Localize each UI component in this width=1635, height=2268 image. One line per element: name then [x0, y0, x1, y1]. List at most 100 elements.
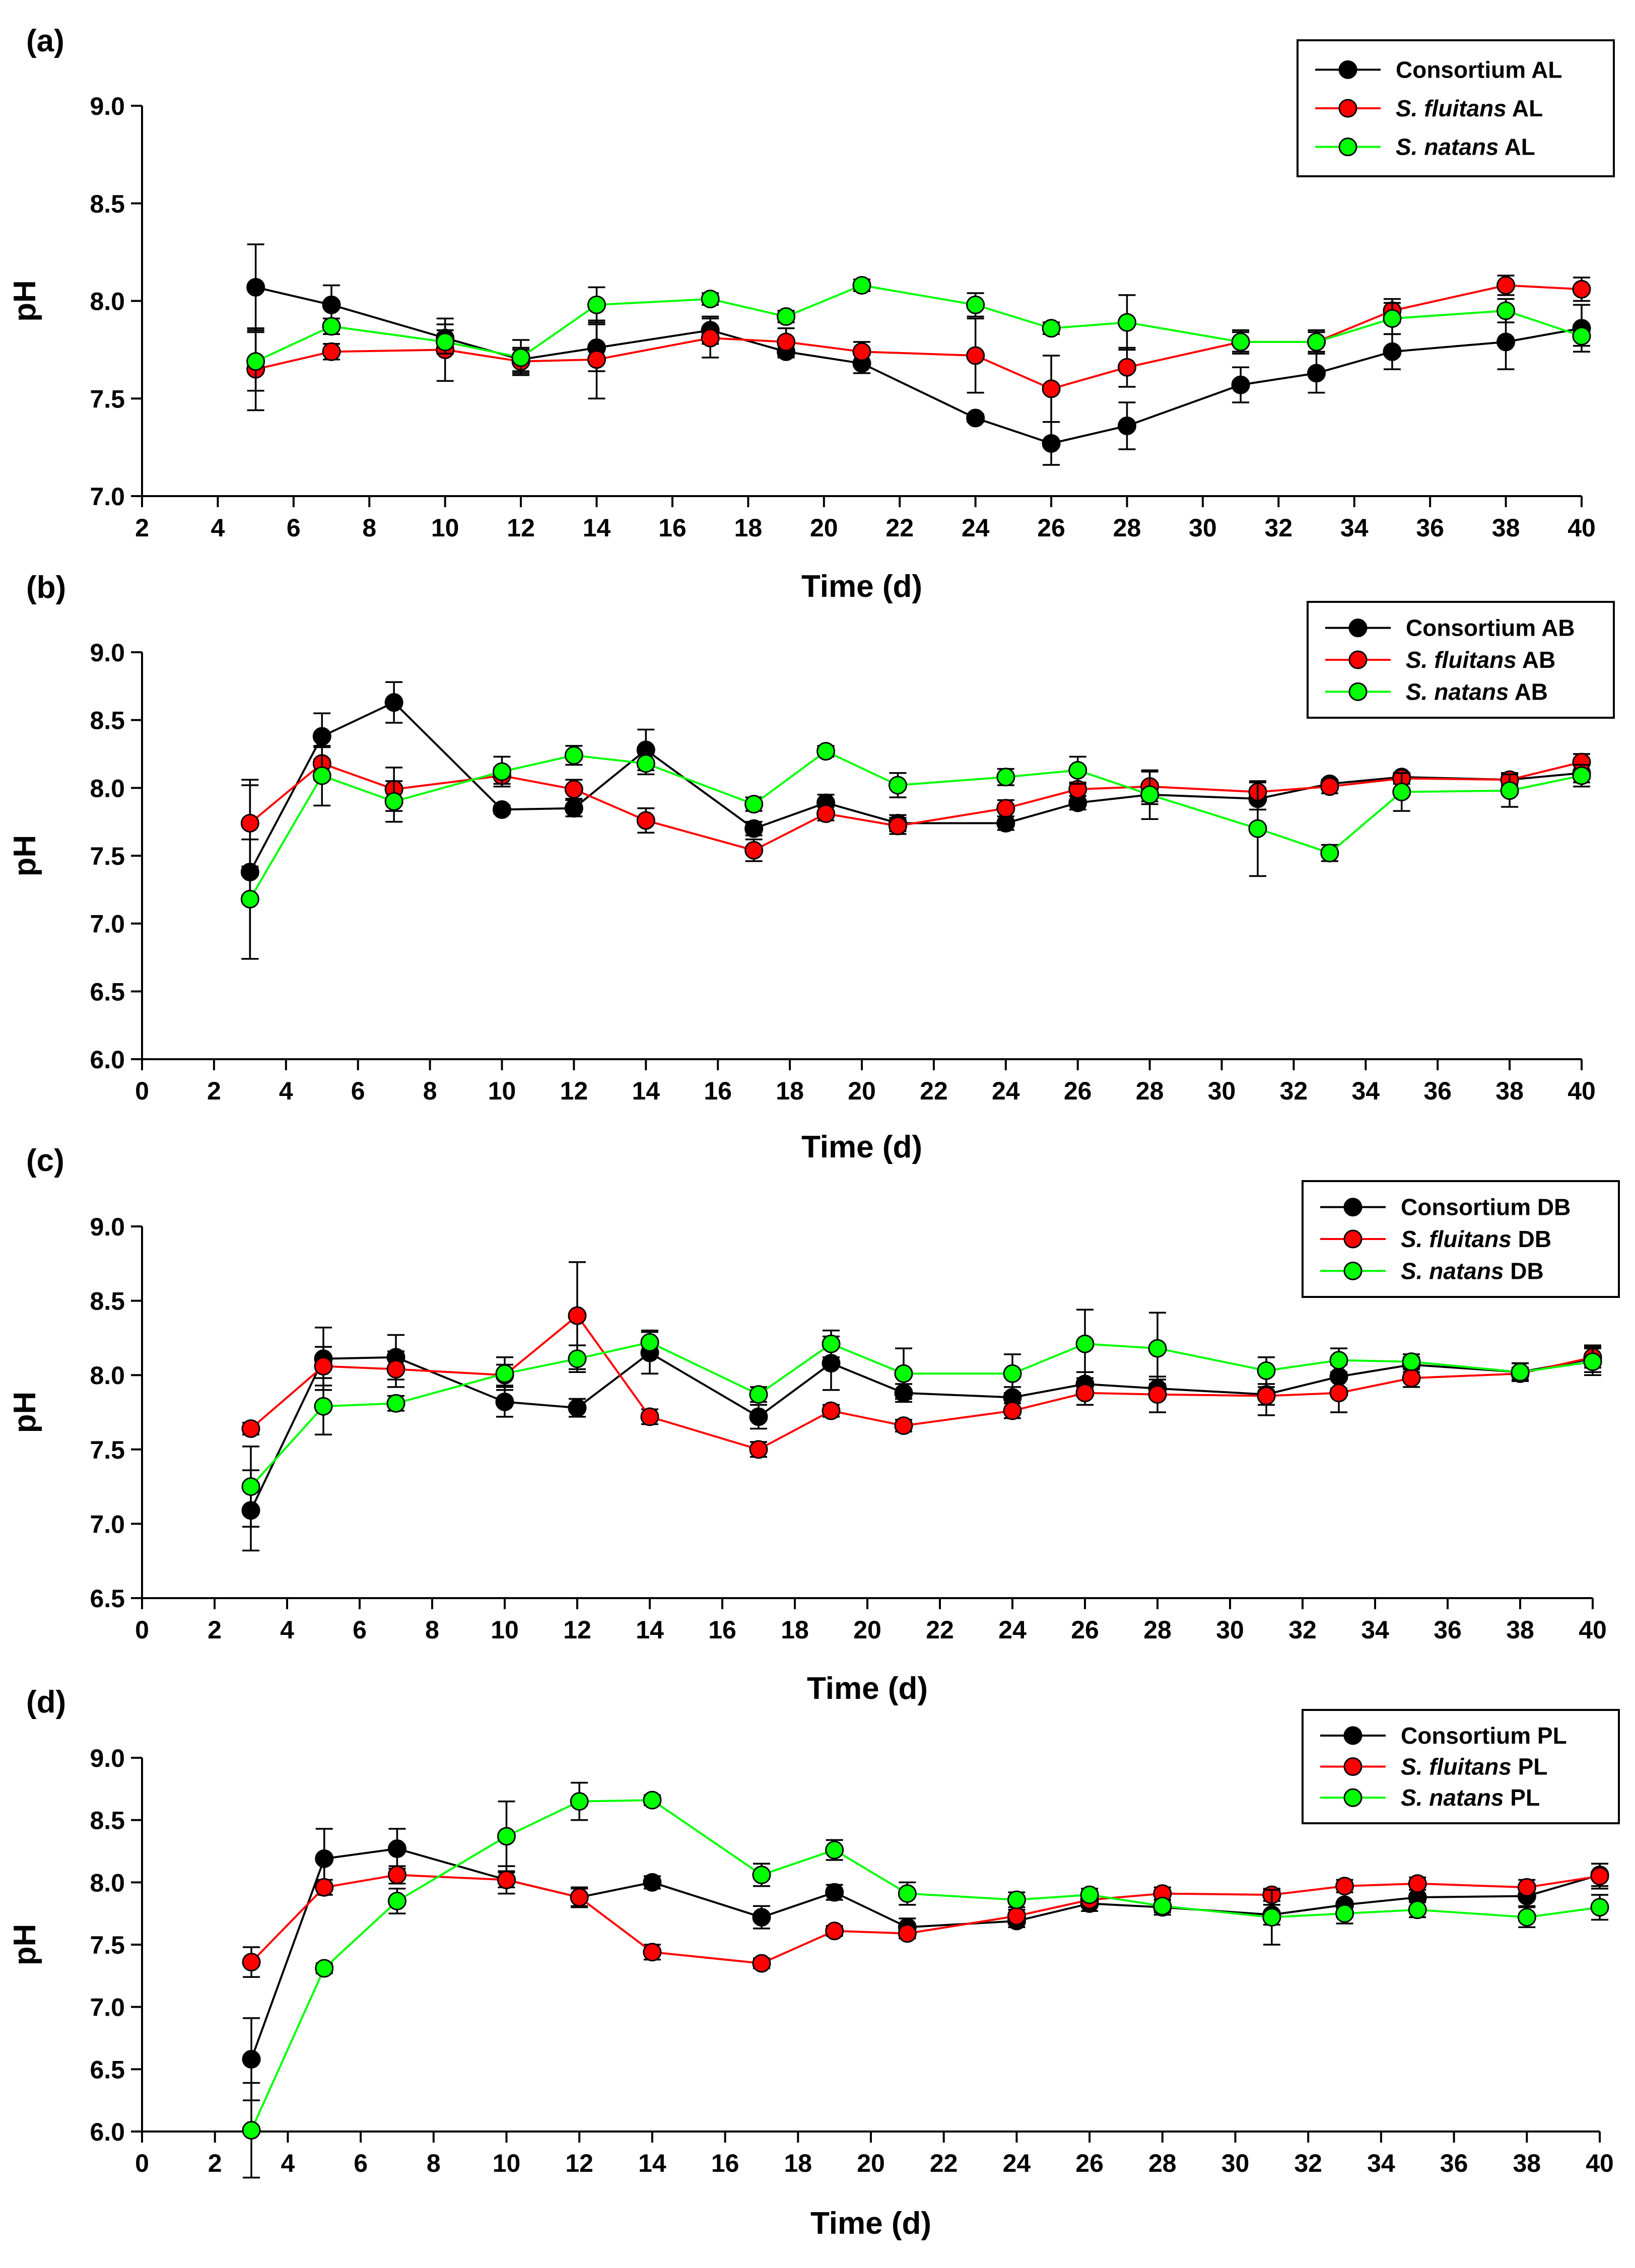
data-point — [852, 342, 871, 361]
data-point — [1007, 1890, 1026, 1909]
series-3 — [240, 742, 1591, 960]
x-tick-label: 30 — [1189, 514, 1217, 542]
data-point — [1320, 777, 1339, 796]
data-point — [240, 889, 259, 909]
data-point — [1042, 434, 1061, 453]
series-3 — [241, 1309, 1602, 1528]
x-tick-label: 12 — [565, 2149, 593, 2177]
x-tick-label: 10 — [488, 1077, 516, 1105]
x-tick-label: 24 — [992, 1077, 1020, 1105]
legend-marker — [1338, 138, 1357, 157]
data-point — [1231, 375, 1250, 394]
x-tick-label: 24 — [998, 1616, 1027, 1644]
x-tick-label: 6 — [287, 514, 301, 542]
x-tick-label: 2 — [208, 2149, 222, 2177]
y-tick-label: 8.0 — [90, 1869, 125, 1897]
data-point — [643, 1791, 662, 1810]
data-point — [242, 1953, 261, 1972]
x-tick-label: 40 — [1579, 1616, 1607, 1644]
y-tick-label: 6.0 — [90, 2118, 125, 2146]
data-point — [436, 332, 455, 352]
data-point — [852, 276, 871, 295]
y-tick-label: 7.0 — [90, 1994, 125, 2022]
data-point — [570, 1792, 589, 1811]
data-point — [1383, 342, 1402, 361]
legend-entry: Consortium PL — [1401, 1723, 1567, 1749]
data-point — [894, 1364, 913, 1383]
legend-marker — [1343, 1229, 1363, 1249]
data-point — [1148, 1339, 1167, 1358]
data-point — [312, 727, 331, 746]
y-tick-label: 8.0 — [90, 774, 125, 802]
x-tick-label: 8 — [427, 2149, 441, 2177]
x-tick-label: 36 — [1440, 2149, 1468, 2177]
x-axis-title: Time (d) — [801, 569, 922, 604]
data-point — [1042, 379, 1061, 398]
legend: Consortium AB S. fluitans ABS. natans AB — [1307, 601, 1615, 719]
data-point — [898, 1884, 917, 1903]
x-tick-label: 30 — [1216, 1616, 1244, 1644]
data-point — [1517, 1908, 1536, 1927]
data-point — [1257, 1387, 1276, 1406]
data-point — [386, 1394, 405, 1413]
legend-entry-prefix: Consortium — [1401, 1194, 1531, 1220]
x-tick-label: 28 — [1113, 514, 1141, 542]
legend-entry: Consortium AL — [1396, 56, 1562, 83]
series-1 — [240, 681, 1591, 960]
data-point — [749, 1385, 768, 1404]
panel-label: (b) — [26, 570, 66, 605]
data-point — [497, 1870, 516, 1889]
data-point — [322, 317, 341, 336]
series-line — [250, 1314, 1593, 1451]
data-point — [1307, 364, 1326, 383]
x-tick-label: 16 — [658, 514, 687, 542]
data-point — [564, 746, 583, 765]
data-point — [1335, 1904, 1354, 1923]
data-point — [568, 1398, 587, 1417]
legend-entry-suffix: PL — [1504, 1784, 1540, 1811]
x-tick-label: 6 — [353, 1616, 367, 1644]
data-point — [242, 2121, 261, 2140]
y-tick-label: 6.5 — [90, 2055, 125, 2084]
y-tick-label: 7.0 — [90, 910, 125, 938]
legend: Consortium DBS. fluitans DBS. natans DB — [1302, 1180, 1620, 1298]
data-point — [701, 290, 720, 309]
legend-marker — [1348, 650, 1368, 669]
legend-entry: S. fluitans AB — [1406, 647, 1555, 673]
data-point — [640, 1333, 659, 1352]
data-point — [315, 1849, 334, 1868]
data-point — [816, 804, 836, 823]
y-tick-label: 8.0 — [90, 288, 125, 316]
x-tick-label: 32 — [1288, 1616, 1317, 1644]
x-tick-label: 36 — [1434, 1616, 1462, 1644]
data-point — [386, 1359, 405, 1379]
x-tick-label: 2 — [207, 1077, 221, 1105]
data-point — [387, 1891, 406, 1910]
y-tick-label: 9.0 — [90, 1213, 125, 1241]
data-point — [701, 328, 720, 348]
x-tick-label: 20 — [810, 514, 838, 542]
legend-marker — [1338, 99, 1357, 118]
data-point — [1320, 844, 1339, 863]
x-tick-label: 4 — [211, 514, 225, 542]
data-point — [493, 800, 511, 819]
data-point — [898, 1924, 917, 1943]
x-tick-label: 22 — [885, 514, 914, 542]
legend-entry: S. fluitans DB — [1401, 1226, 1551, 1252]
data-point — [564, 799, 583, 818]
data-point — [966, 408, 985, 428]
data-point — [495, 1364, 514, 1383]
legend-entry: S. fluitans PL — [1401, 1754, 1547, 1780]
series-line — [255, 284, 1582, 363]
y-tick-label: 7.0 — [90, 1510, 125, 1538]
data-point — [636, 754, 655, 773]
x-tick-label: 8 — [425, 1616, 439, 1644]
data-point — [387, 1839, 406, 1859]
legend-marker — [1343, 1726, 1363, 1745]
data-point — [568, 1306, 587, 1325]
data-point — [1335, 1877, 1354, 1896]
data-point — [1329, 1384, 1348, 1403]
y-tick-label: 9.0 — [90, 639, 125, 667]
series-3 — [242, 1781, 1609, 2179]
